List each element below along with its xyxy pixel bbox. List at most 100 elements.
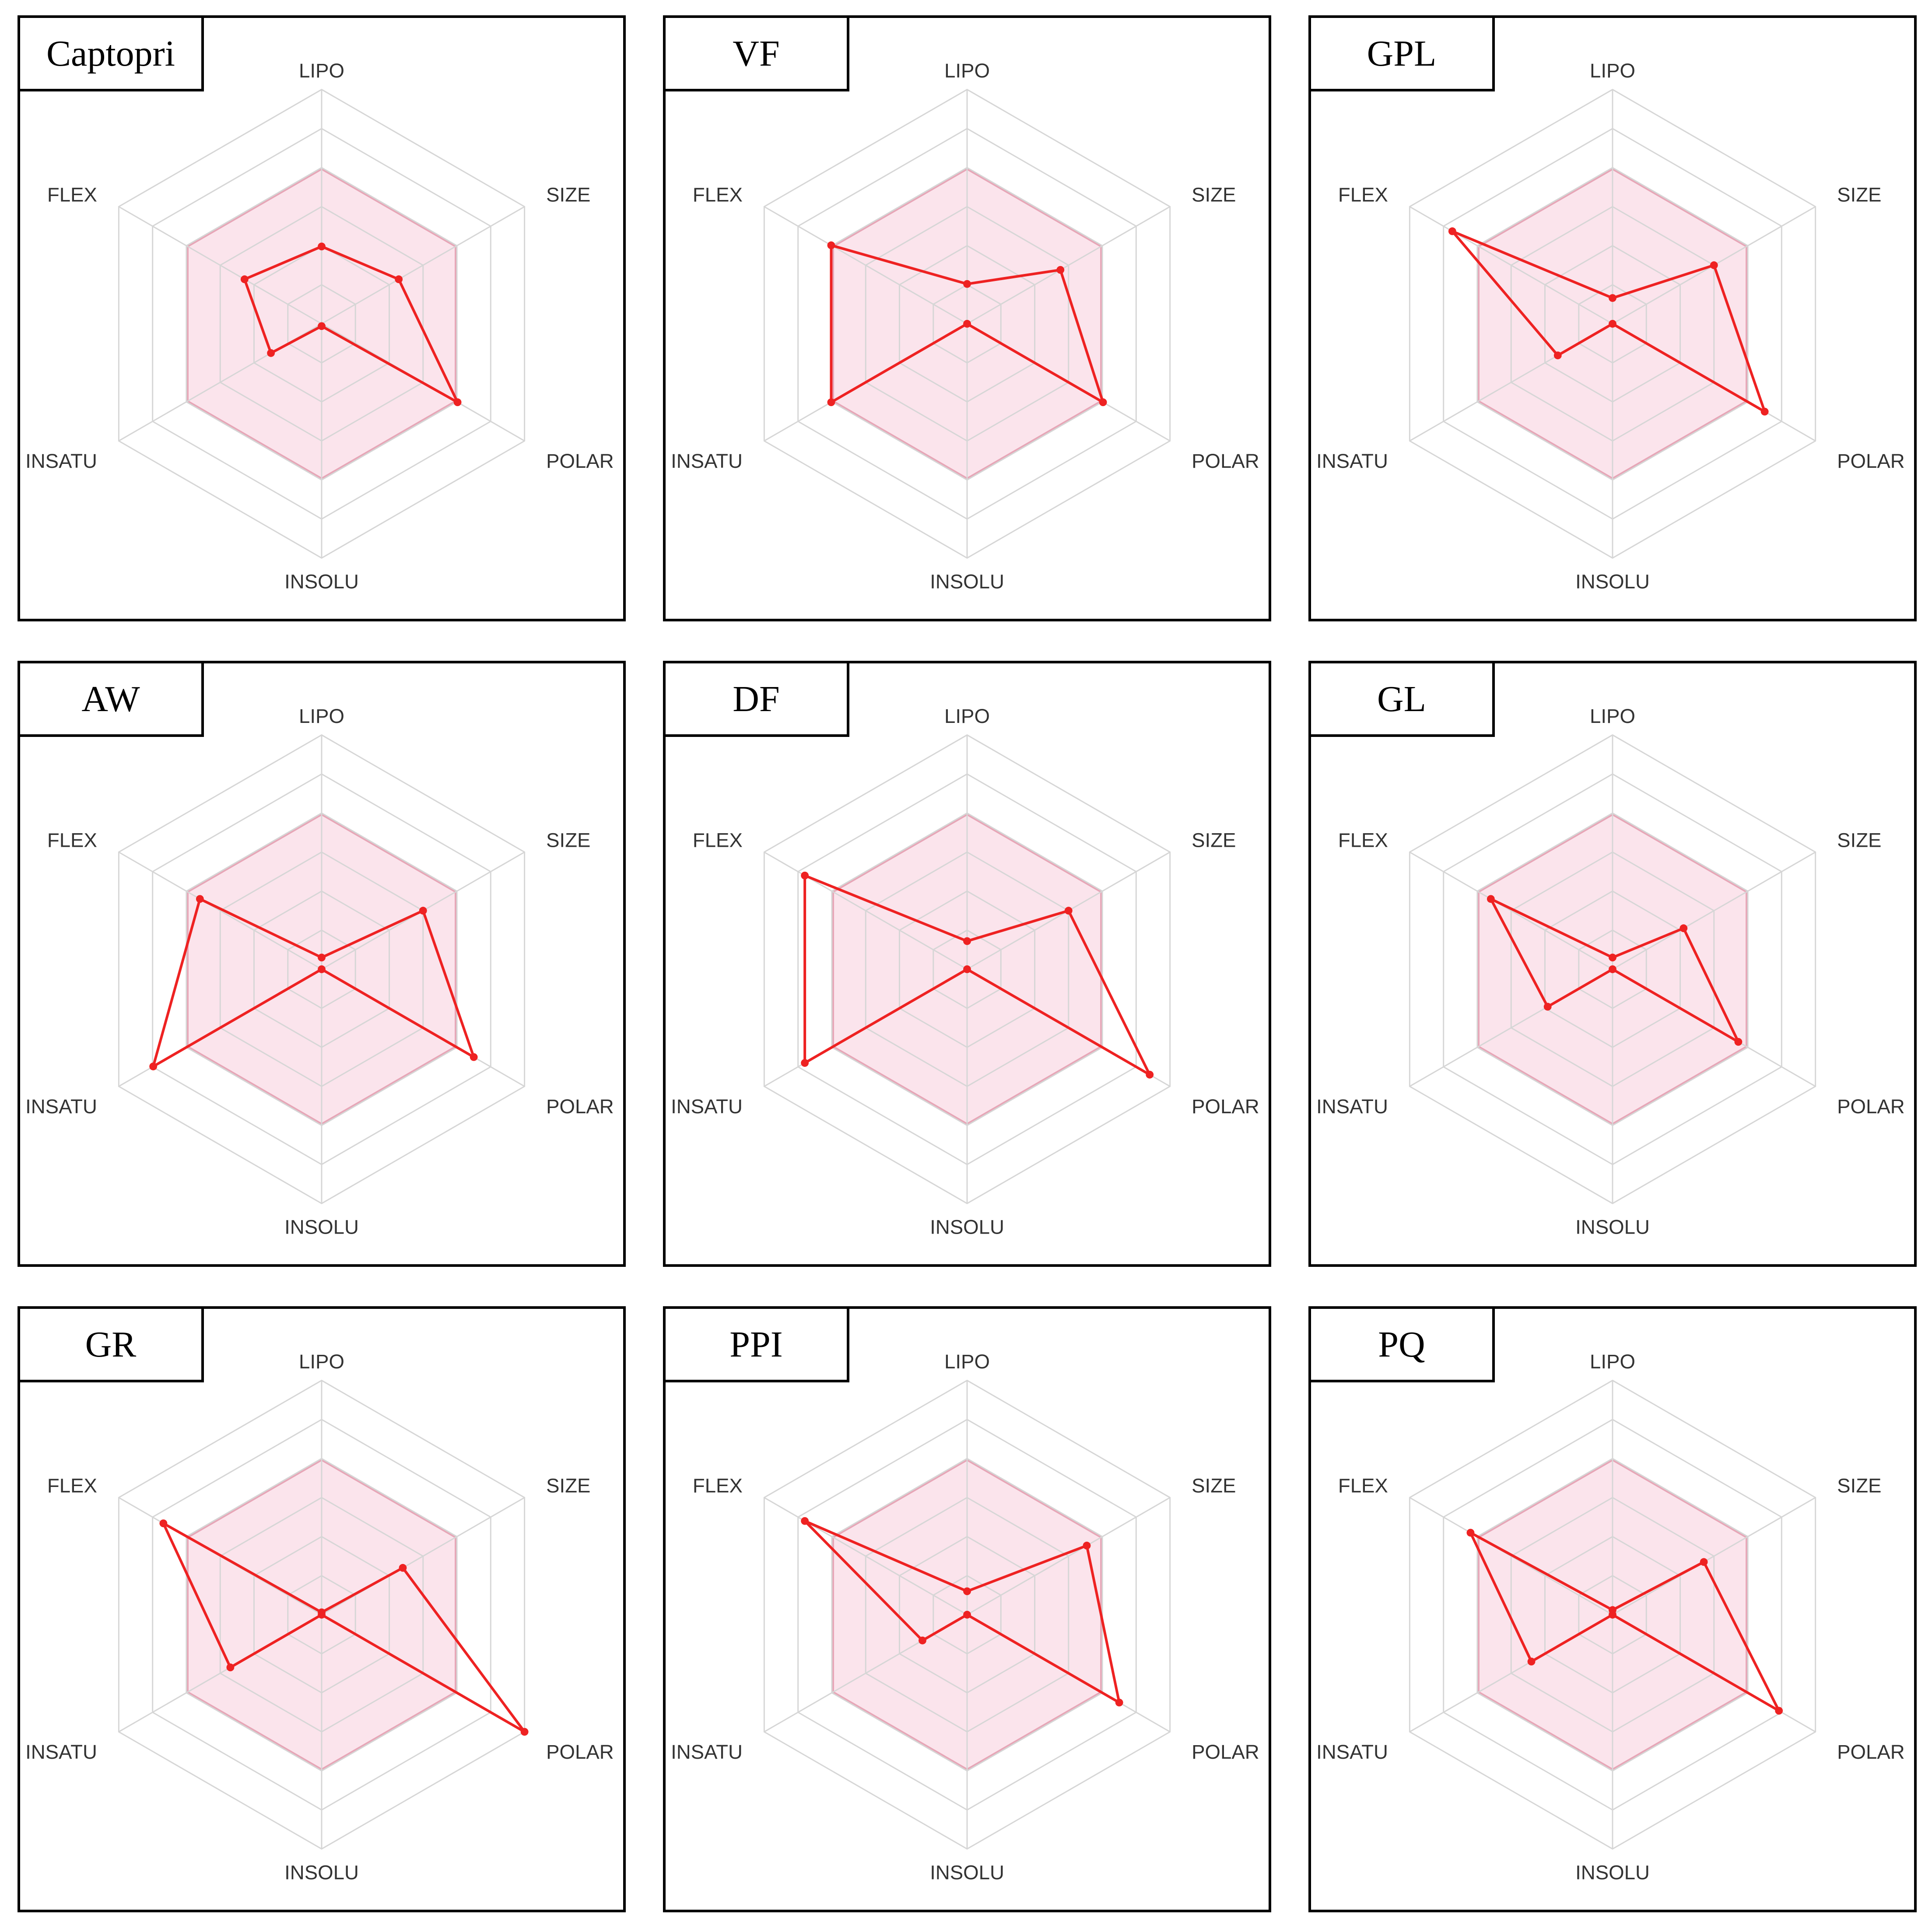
axis-spoke (967, 1497, 1171, 1616)
data-point-flex (1448, 227, 1456, 235)
data-point-polar (453, 398, 462, 407)
axis-label-insatu: INSATU (671, 1095, 743, 1118)
data-point-size (1710, 261, 1718, 269)
axis-spoke (1612, 851, 1816, 970)
data-point-size (1083, 1542, 1091, 1550)
data-point-lipo (1609, 294, 1616, 302)
data-point-insatu (919, 1636, 926, 1644)
panel-title: GL (1311, 663, 1495, 737)
axis-label-insolu: INSOLU (284, 1216, 359, 1238)
radar-svg: LIPO SIZE POLAR INSOLU INSATU FLEX (671, 1350, 1259, 1884)
radar-svg: LIPO SIZE POLAR INSOLU INSATU FLEX (1316, 705, 1905, 1238)
axis-label-size: SIZE (1192, 1474, 1236, 1497)
axis-label-polar: POLAR (546, 1095, 614, 1118)
radar-svg: LIPO SIZE POLAR INSOLU INSATU FLEX (25, 1350, 614, 1884)
axis-label-polar: POLAR (546, 1741, 614, 1763)
data-point-polar (1099, 398, 1107, 407)
axis-spoke (1612, 1497, 1816, 1616)
data-point-lipo (963, 1587, 971, 1595)
axis-label-lipo: LIPO (1590, 60, 1635, 82)
radar-svg: LIPO SIZE POLAR INSOLU INSATU FLEX (671, 60, 1259, 593)
radar-panel: GL LIPO SIZE POLAR INSOLU INSATU FLEX (1308, 661, 1917, 1267)
data-point-insatu (226, 1663, 235, 1672)
data-point-insolu (1609, 319, 1616, 328)
data-point-flex (1466, 1529, 1475, 1537)
axis-label-insolu: INSOLU (1575, 1216, 1650, 1238)
axis-label-insatu: INSATU (671, 1741, 743, 1763)
axis-label-size: SIZE (1837, 1474, 1881, 1497)
axis-label-insatu: INSATU (671, 450, 743, 472)
axis-label-lipo: LIPO (944, 1350, 990, 1373)
axis-label-insatu: INSATU (25, 1095, 97, 1118)
axis-label-size: SIZE (546, 1474, 590, 1497)
data-point-flex (801, 1517, 809, 1525)
axis-label-polar: POLAR (1837, 1095, 1905, 1118)
axis-label-size: SIZE (546, 183, 590, 206)
radar-panel: AW LIPO SIZE POLAR INSOLU INSATU FLEX (18, 661, 626, 1267)
data-point-lipo (318, 242, 326, 251)
axis-spoke (764, 851, 968, 970)
data-point-size (395, 275, 403, 284)
data-point-lipo (963, 937, 971, 945)
axis-label-insolu: INSOLU (284, 1862, 359, 1884)
axis-label-polar: POLAR (1192, 450, 1259, 472)
data-point-insolu (1609, 965, 1616, 973)
axis-label-flex: FLEX (47, 183, 97, 206)
axis-label-flex: FLEX (1338, 829, 1388, 851)
data-point-size (419, 907, 427, 915)
axis-spoke (764, 206, 968, 325)
data-point-insolu (318, 1610, 326, 1619)
panel-title: PPI (666, 1309, 849, 1382)
data-point-insolu (1609, 1610, 1616, 1619)
axis-label-size: SIZE (546, 829, 590, 851)
data-point-insatu (801, 1059, 809, 1067)
axis-label-lipo: LIPO (944, 60, 990, 82)
axis-label-insolu: INSOLU (930, 571, 1004, 593)
data-point-insatu (267, 349, 275, 357)
panel-title: Captopri (20, 18, 204, 91)
axis-label-flex: FLEX (1338, 1474, 1388, 1497)
axis-label-size: SIZE (1837, 829, 1881, 851)
axis-spoke (1409, 206, 1613, 325)
axis-label-insolu: INSOLU (1575, 1862, 1650, 1884)
axis-label-size: SIZE (1837, 183, 1881, 206)
data-point-size (1064, 907, 1073, 915)
axis-label-flex: FLEX (693, 1474, 743, 1497)
axis-label-lipo: LIPO (1590, 1350, 1635, 1373)
data-point-insatu (1553, 351, 1562, 360)
data-point-flex (159, 1519, 168, 1528)
data-point-insolu (318, 965, 326, 973)
radar-panel: DF LIPO SIZE POLAR INSOLU INSATU FLEX (663, 661, 1271, 1267)
axis-label-size: SIZE (1192, 183, 1236, 206)
radar-svg: LIPO SIZE POLAR INSOLU INSATU FLEX (1316, 60, 1905, 593)
radar-svg: LIPO SIZE POLAR INSOLU INSATU FLEX (671, 705, 1259, 1238)
data-point-polar (520, 1728, 529, 1736)
radar-svg: LIPO SIZE POLAR INSOLU INSATU FLEX (25, 705, 614, 1238)
axis-spoke (321, 206, 525, 325)
panel-title: PQ (1311, 1309, 1495, 1382)
panel-title: DF (666, 663, 849, 737)
data-point-flex (801, 871, 809, 880)
axis-label-insatu: INSATU (1316, 450, 1388, 472)
data-point-polar (1760, 407, 1769, 416)
axis-label-flex: FLEX (47, 829, 97, 851)
axis-label-flex: FLEX (1338, 183, 1388, 206)
axis-label-insatu: INSATU (1316, 1095, 1388, 1118)
panel-title: GPL (1311, 18, 1495, 91)
axis-label-insolu: INSOLU (930, 1216, 1004, 1238)
data-point-lipo (1609, 954, 1616, 962)
axis-label-insolu: INSOLU (284, 571, 359, 593)
axis-label-insolu: INSOLU (930, 1862, 1004, 1884)
data-point-insatu (1527, 1658, 1536, 1666)
axis-label-polar: POLAR (1192, 1095, 1259, 1118)
radar-panel: Captopri LIPO SIZE POLAR INSOLU INSATU FLEX (18, 15, 626, 621)
axis-label-polar: POLAR (1837, 1741, 1905, 1763)
axis-label-insatu: INSATU (25, 1741, 97, 1763)
data-point-polar (1115, 1698, 1123, 1707)
data-point-insatu (827, 398, 835, 407)
axis-label-insatu: INSATU (1316, 1741, 1388, 1763)
data-point-insatu (149, 1062, 158, 1070)
data-point-insolu (963, 965, 971, 973)
axis-spoke (1409, 851, 1613, 970)
